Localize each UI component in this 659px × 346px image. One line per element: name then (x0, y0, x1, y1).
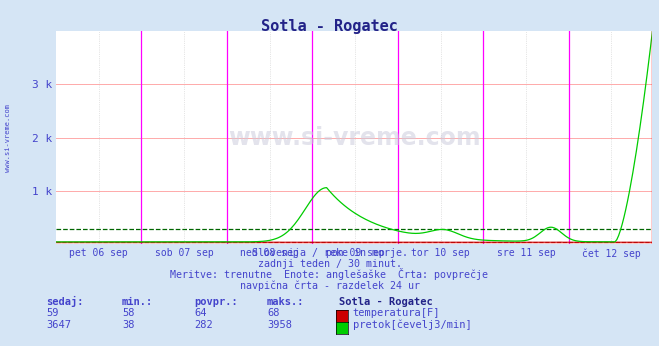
Text: zadnji teden / 30 minut.: zadnji teden / 30 minut. (258, 259, 401, 269)
Text: temperatura[F]: temperatura[F] (353, 308, 440, 318)
Text: 64: 64 (194, 308, 207, 318)
Text: povpr.:: povpr.: (194, 297, 238, 307)
Text: Meritve: trenutne  Enote: anglešaške  Črta: povprečje: Meritve: trenutne Enote: anglešaške Črta… (171, 268, 488, 280)
Text: Sotla - Rogatec: Sotla - Rogatec (261, 19, 398, 34)
Text: 3647: 3647 (46, 320, 71, 330)
Text: Slovenija / reke in morje.: Slovenija / reke in morje. (252, 248, 407, 258)
Text: 282: 282 (194, 320, 213, 330)
Text: min.:: min.: (122, 297, 153, 307)
Text: Sotla - Rogatec: Sotla - Rogatec (339, 297, 433, 307)
Text: pretok[čevelj3/min]: pretok[čevelj3/min] (353, 319, 471, 330)
Text: navpična črta - razdelek 24 ur: navpična črta - razdelek 24 ur (239, 281, 420, 291)
Text: 68: 68 (267, 308, 279, 318)
Text: www.si-vreme.com: www.si-vreme.com (5, 104, 11, 172)
Text: 3958: 3958 (267, 320, 292, 330)
Text: 59: 59 (46, 308, 59, 318)
Text: 38: 38 (122, 320, 134, 330)
Text: maks.:: maks.: (267, 297, 304, 307)
Text: sedaj:: sedaj: (46, 296, 84, 307)
Text: www.si-vreme.com: www.si-vreme.com (228, 126, 480, 149)
Text: 58: 58 (122, 308, 134, 318)
